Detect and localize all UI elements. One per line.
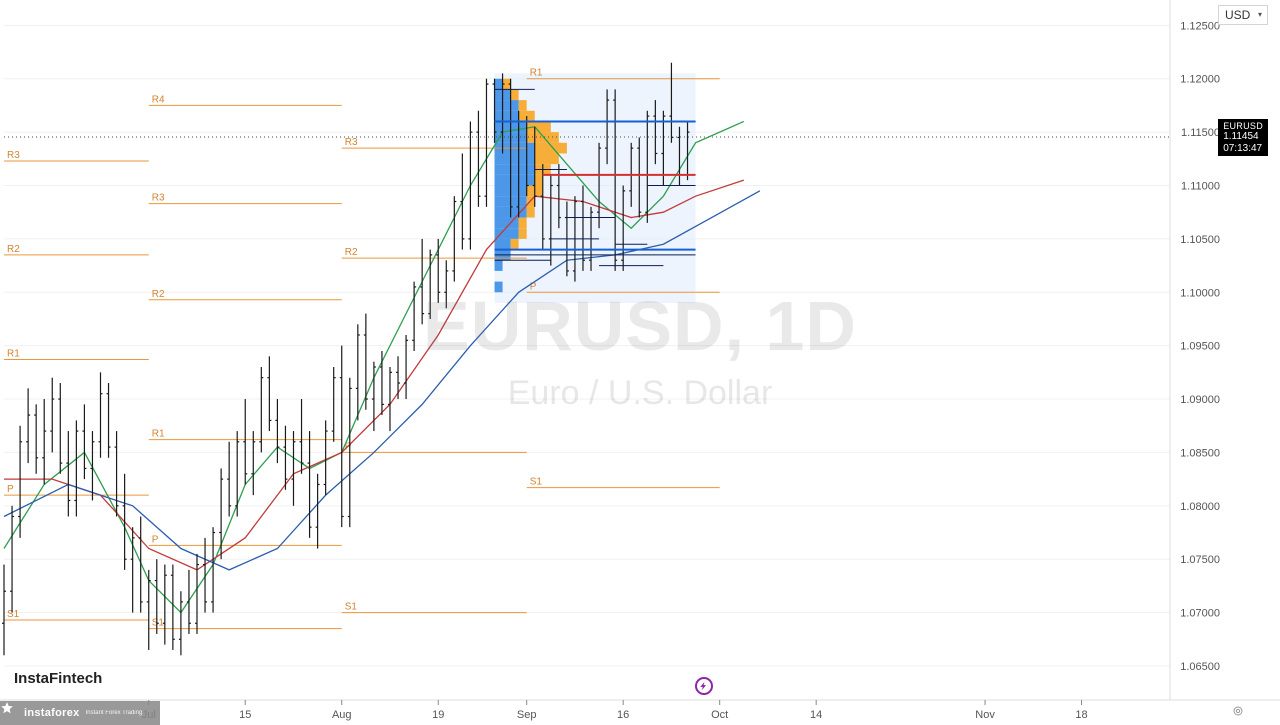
svg-text:1.07500: 1.07500: [1180, 554, 1220, 566]
price-flag: EURUSD 1.11454 07:13:47: [1218, 119, 1268, 156]
svg-text:R3: R3: [345, 137, 358, 148]
svg-text:1.11500: 1.11500: [1181, 127, 1220, 139]
star-icon: [6, 706, 20, 720]
svg-text:15: 15: [239, 709, 251, 721]
gear-icon[interactable]: [1230, 703, 1246, 719]
chart-container[interactable]: 1.06500 1.07000 1.07500 1.08000 1.08500 1.090…: [0, 0, 1280, 725]
footer-logo-text: instaforex: [24, 707, 80, 719]
brand-label: InstaFintech: [14, 670, 102, 687]
svg-text:R1: R1: [152, 429, 165, 440]
watermark-symbol: EURUSD, 1D: [423, 286, 857, 366]
svg-text:Nov: Nov: [975, 709, 995, 721]
svg-text:1.11000: 1.11000: [1181, 181, 1220, 193]
svg-text:R1: R1: [530, 68, 543, 79]
svg-text:R2: R2: [345, 247, 358, 258]
price-flag-symbol: EURUSD: [1223, 121, 1263, 131]
svg-text:R1: R1: [7, 349, 20, 360]
svg-text:1.06500: 1.06500: [1180, 661, 1220, 673]
svg-text:S1: S1: [7, 609, 20, 620]
svg-text:1.12000: 1.12000: [1180, 74, 1220, 86]
svg-text:R4: R4: [152, 94, 165, 105]
svg-text:1.08500: 1.08500: [1180, 447, 1220, 459]
svg-text:Aug: Aug: [332, 709, 352, 721]
svg-text:18: 18: [1075, 709, 1087, 721]
svg-text:S1: S1: [345, 602, 358, 613]
svg-text:1.12500: 1.12500: [1180, 20, 1220, 32]
svg-text:1.10500: 1.10500: [1180, 234, 1220, 246]
svg-text:14: 14: [810, 709, 822, 721]
svg-text:1.07000: 1.07000: [1180, 608, 1220, 620]
currency-select[interactable]: USD: [1218, 5, 1268, 25]
svg-text:R3: R3: [7, 150, 20, 161]
svg-text:S1: S1: [530, 477, 543, 488]
svg-text:1.09500: 1.09500: [1180, 341, 1220, 353]
svg-text:19: 19: [432, 709, 444, 721]
svg-text:16: 16: [617, 709, 629, 721]
svg-text:1.10000: 1.10000: [1180, 287, 1220, 299]
svg-text:R2: R2: [7, 244, 20, 255]
svg-text:R3: R3: [152, 193, 165, 204]
svg-text:1.08000: 1.08000: [1180, 501, 1220, 513]
svg-text:R2: R2: [152, 289, 165, 300]
footer-logo: instaforex Instant Forex Trading: [0, 701, 160, 725]
bolt-icon[interactable]: [695, 677, 713, 695]
watermark-desc: Euro / U.S. Dollar: [508, 374, 773, 413]
svg-text:1.09000: 1.09000: [1180, 394, 1220, 406]
svg-text:P: P: [152, 534, 159, 545]
price-flag-time: 07:13:47: [1223, 143, 1263, 155]
svg-text:P: P: [7, 484, 14, 495]
svg-text:Oct: Oct: [711, 709, 728, 721]
svg-text:Sep: Sep: [517, 709, 537, 721]
footer-logo-sub: Instant Forex Trading: [86, 710, 143, 716]
price-flag-price: 1.11454: [1223, 131, 1263, 143]
